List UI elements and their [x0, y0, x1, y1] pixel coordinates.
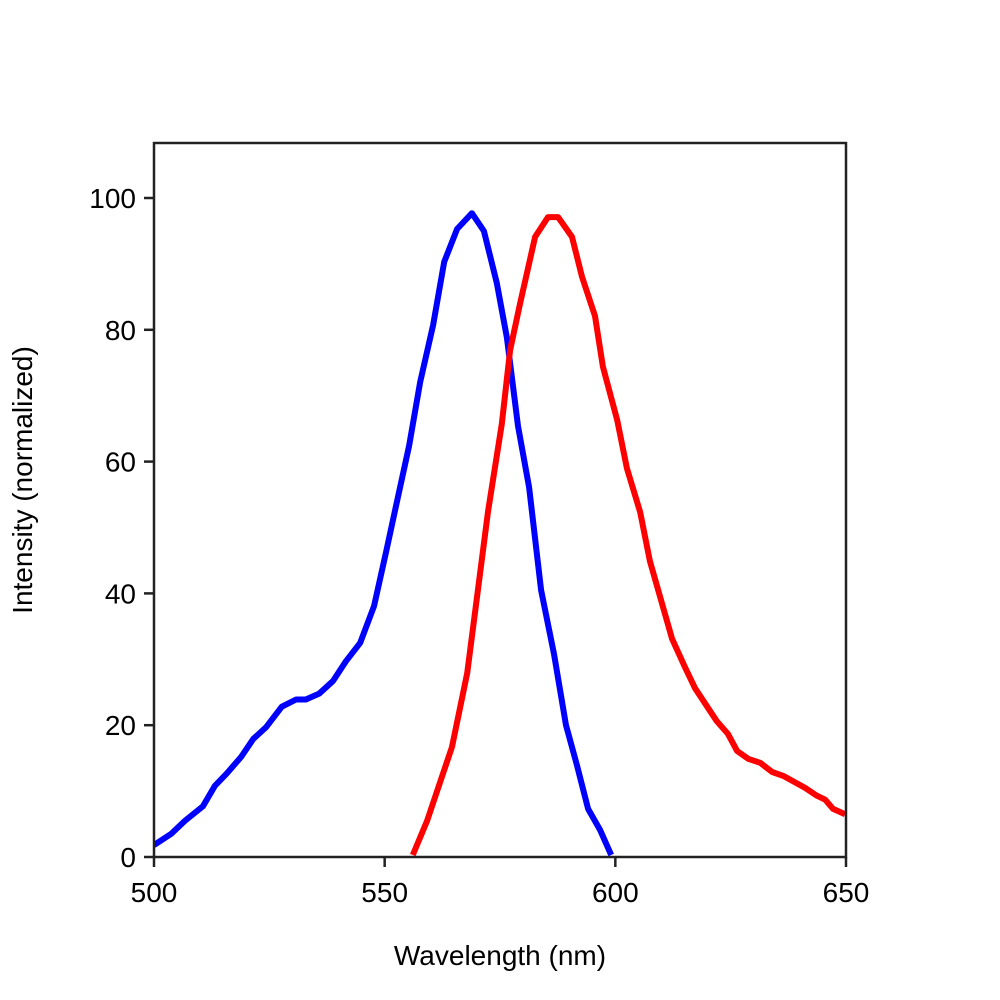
series-line-1 — [410, 214, 846, 857]
x-tick-label: 550 — [361, 877, 408, 908]
y-tick-label: 40 — [105, 578, 136, 609]
y-tick-label: 20 — [105, 710, 136, 741]
y-tick-label: 80 — [105, 315, 136, 346]
series-layer — [154, 210, 846, 857]
y-tick-label: 60 — [105, 447, 136, 478]
y-axis-label: Intensity (normalized) — [7, 346, 38, 614]
series-line-0 — [154, 210, 614, 857]
plot-frame — [152, 141, 848, 859]
x-tick-label: 500 — [131, 877, 178, 908]
y-tick-label: 100 — [89, 183, 136, 214]
y-tick-label: 0 — [120, 842, 136, 873]
ticks-layer: 500 550 600 650 0 20 40 60 80 100 — [89, 183, 869, 908]
x-tick-label: 600 — [592, 877, 639, 908]
x-axis-label: Wavelength (nm) — [394, 940, 606, 971]
x-tick-label: 650 — [823, 877, 870, 908]
